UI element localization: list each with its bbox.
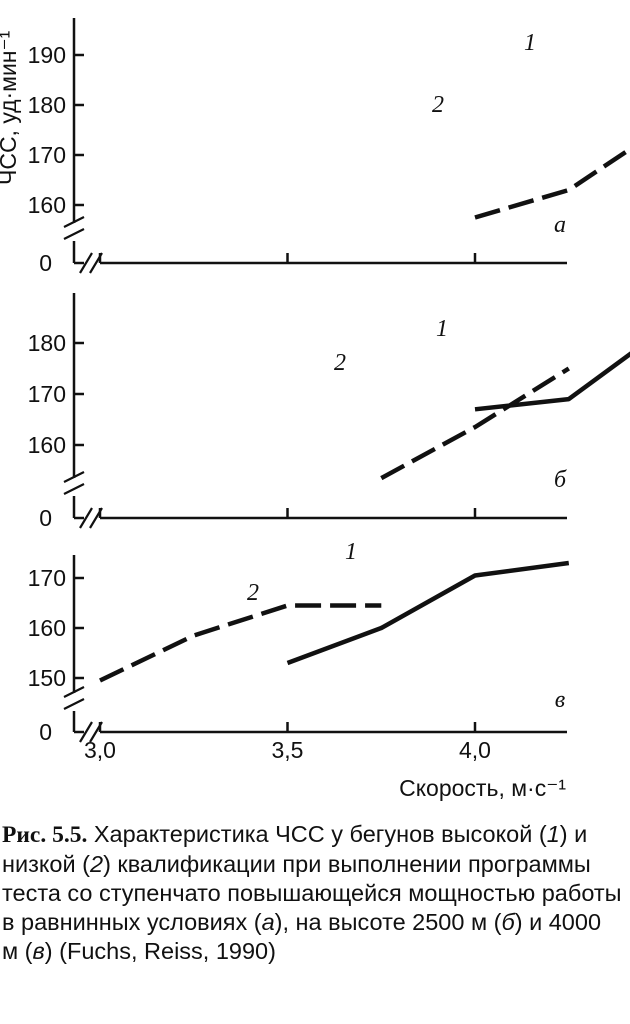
caption-panel-a-ref: а	[261, 909, 275, 935]
caption-panel-b-ref: б	[501, 909, 515, 935]
x-axis-label: Скорость, м·с⁻¹	[399, 775, 566, 801]
y-tick-label: 180	[28, 92, 66, 118]
series-2-line	[99, 603, 382, 683]
y-axis-break	[63, 216, 85, 240]
caption-text-5: ) и 4000 м (	[2, 909, 602, 964]
series-1-line	[286, 560, 570, 666]
series-2-line	[474, 146, 630, 220]
y-tick-label: 170	[28, 381, 66, 407]
series-1-label: 1	[436, 316, 448, 342]
caption-text-3: ) квалификации при выполнении программы …	[2, 851, 622, 935]
x-tick-label: 3,0	[84, 737, 116, 763]
y-axis-break	[63, 686, 85, 710]
caption-label: Рис. 5.5.	[2, 822, 88, 848]
y-axis-label: ЧСС, уд·мин⁻¹	[0, 30, 21, 185]
y-tick-label: 160	[28, 615, 66, 641]
caption-panel-c-ref: в	[32, 938, 45, 964]
series-2-label: 2	[247, 580, 259, 606]
x-tick-label: 4,0	[459, 737, 491, 763]
panel-a: 160 170 180 190 0 1 2 а ЧСС, уд·мин⁻¹	[0, 18, 630, 276]
panel-letter: в	[555, 687, 565, 713]
x-tick-label: 3,5	[272, 737, 304, 763]
y-axis-break	[63, 471, 85, 495]
series-2-line	[380, 366, 570, 481]
panel-letter: а	[554, 212, 566, 238]
y-zero-label: 0	[39, 505, 52, 531]
series-1-line	[474, 351, 630, 412]
y-tick-label: 180	[28, 330, 66, 356]
series-1-label: 1	[524, 30, 536, 56]
caption-series-2-ref: 2	[89, 851, 104, 877]
y-zero-label: 0	[39, 250, 52, 276]
series-2-label: 2	[334, 350, 346, 376]
y-zero-label: 0	[39, 719, 52, 745]
caption-text-4: ), на высоте 2500 м (	[274, 909, 502, 935]
y-tick-label: 170	[28, 142, 66, 168]
panel-letter: б	[554, 467, 567, 493]
y-tick-label: 150	[28, 665, 66, 691]
caption-text-2: ) и низкой (	[2, 821, 588, 877]
caption-text-1: Характеристика ЧСС у бегунов высокой (	[87, 821, 547, 847]
y-tick-label: 160	[28, 432, 66, 458]
figure-caption: Рис. 5.5. Характеристика ЧСС у бегунов в…	[2, 820, 622, 966]
y-tick-label: 190	[28, 42, 66, 68]
y-tick-label: 170	[28, 565, 66, 591]
caption-text-6: ) (Fuchs, Reiss, 1990)	[44, 938, 276, 964]
caption-series-1-ref: 1	[546, 821, 560, 847]
panel-b: 160 170 180 0 1 2 б	[28, 293, 630, 531]
series-1-label: 1	[345, 539, 357, 565]
y-tick-label: 160	[28, 192, 66, 218]
series-2-label: 2	[432, 92, 444, 118]
